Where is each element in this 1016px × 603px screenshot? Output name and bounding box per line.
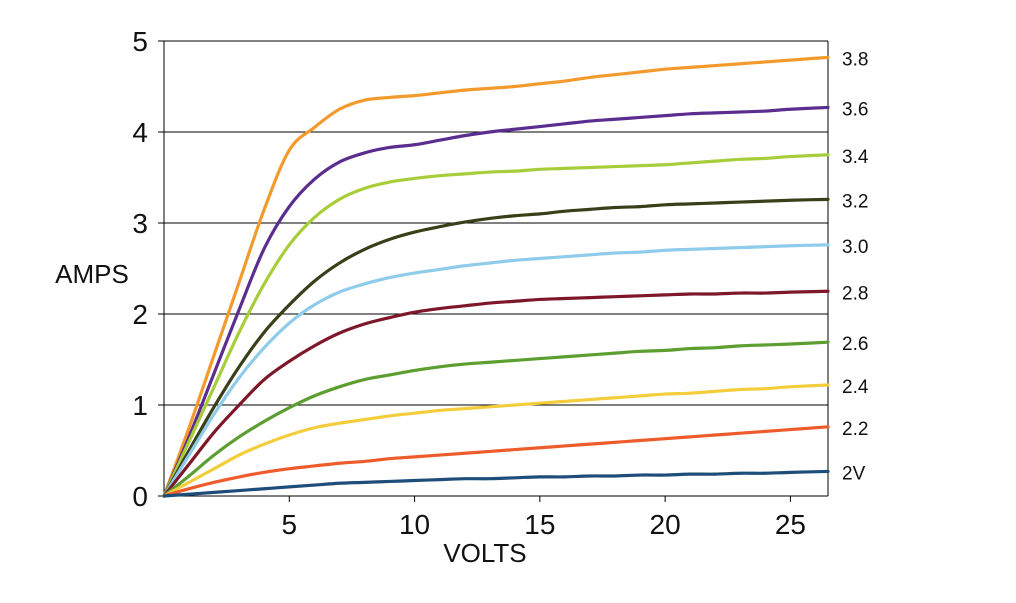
series-line-2.8 — [162, 289, 830, 498]
series-label-2v: 2V — [842, 463, 866, 484]
y-tick-label-0: 0 — [132, 481, 148, 512]
x-axis-title: VOLTS — [443, 538, 526, 568]
series-line-2.4 — [162, 383, 830, 498]
series-line-3.0 — [162, 243, 830, 498]
y-tick-label-5: 5 — [132, 26, 148, 57]
series-line-3.2 — [162, 197, 830, 498]
y-tick-label-2: 2 — [132, 299, 148, 330]
series-line-3.4 — [162, 153, 830, 498]
y-axis-title: AMPS — [55, 259, 129, 289]
series-label-2.8: 2.8 — [842, 283, 868, 304]
series-label-2.4: 2.4 — [842, 377, 869, 398]
series-line-3.6 — [162, 105, 830, 498]
series-label-3.6: 3.6 — [842, 99, 868, 120]
series-line-3.8 — [162, 55, 830, 498]
series-line-2.6 — [162, 340, 830, 498]
y-tick-label-1: 1 — [132, 390, 148, 421]
series-label-3.0: 3.0 — [842, 237, 868, 258]
y-tick-label-4: 4 — [132, 117, 148, 148]
label-layer: 3.8 3.6 3.4 3.2 3.0 2.8 2.6 2.4 2.2 2V — [842, 49, 869, 484]
series-label-3.8: 3.8 — [842, 49, 868, 70]
y-tick-label-3: 3 — [132, 208, 148, 239]
series-label-2.6: 2.6 — [842, 334, 868, 355]
series-line-2v — [162, 469, 830, 498]
series-line-2.2 — [162, 425, 830, 498]
x-tick-label-10: 10 — [399, 509, 430, 540]
x-tick-label-15: 15 — [524, 509, 555, 540]
x-tick-label-25: 25 — [775, 509, 806, 540]
series-label-2.2: 2.2 — [842, 419, 868, 440]
series-label-3.2: 3.2 — [842, 191, 868, 212]
series-layer — [162, 55, 830, 498]
x-tick-label-20: 20 — [650, 509, 681, 540]
grid-layer — [164, 40, 828, 406]
series-label-3.4: 3.4 — [842, 147, 869, 168]
x-tick-label-5: 5 — [281, 509, 297, 540]
axis-layer: 0 1 2 3 4 5 5 10 15 20 25 — [132, 26, 829, 540]
